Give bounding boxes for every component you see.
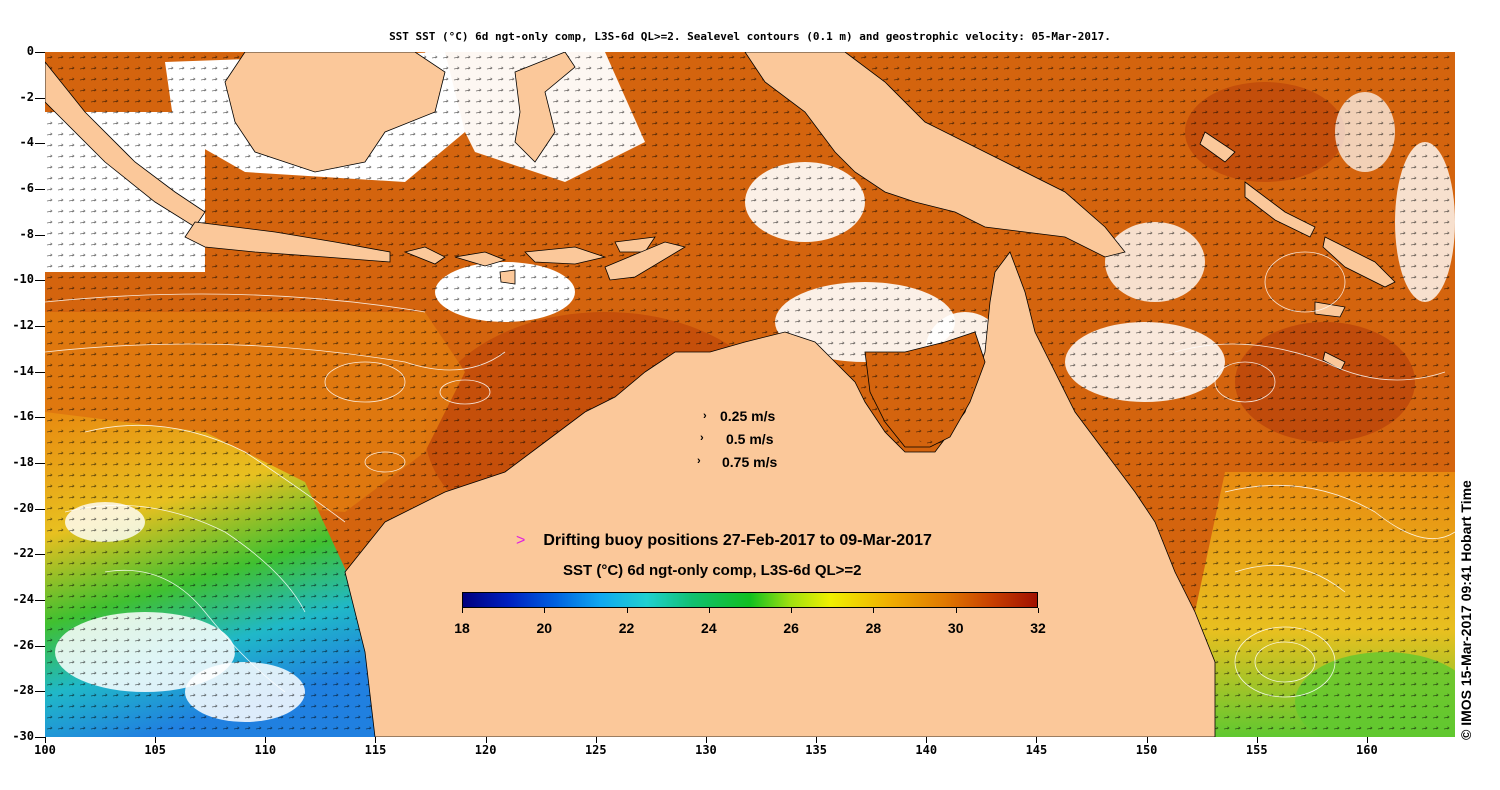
lat-tick bbox=[35, 371, 45, 373]
lat-tick bbox=[35, 417, 45, 419]
lat-tick-label: -12 bbox=[12, 318, 34, 332]
lat-tick bbox=[35, 691, 45, 693]
lat-tick bbox=[35, 234, 45, 236]
lat-tick bbox=[35, 508, 45, 510]
borneo bbox=[224, 52, 446, 173]
lat-tick bbox=[35, 189, 45, 190]
velocity-label-1: 0.25 m/s bbox=[720, 408, 776, 424]
lat-tick-label: -16 bbox=[12, 409, 34, 424]
lon-tick bbox=[485, 737, 487, 743]
lon-tick bbox=[595, 737, 597, 743]
lon-tick bbox=[1036, 737, 1038, 743]
lat-tick-label: -14 bbox=[12, 363, 34, 378]
lon-tick-label: 125 bbox=[584, 743, 607, 757]
buoy-arrow-icon: > bbox=[516, 532, 526, 549]
lon-tick bbox=[375, 737, 377, 743]
sst-map bbox=[45, 52, 1455, 737]
imos-stamp: © IMOS 15-Mar-2017 09:41 Hobart Time bbox=[1458, 480, 1474, 740]
colorbar-tick-label: 32 bbox=[1030, 620, 1046, 636]
lon-tick bbox=[265, 737, 267, 743]
australia bbox=[344, 251, 1216, 737]
lat-tick bbox=[35, 97, 45, 99]
lon-tick-label: 160 bbox=[1356, 743, 1378, 757]
map-title: SST SST (°C) 6d ngt-only comp, L3S-6d QL… bbox=[389, 30, 1111, 43]
colorbar-tick bbox=[955, 608, 957, 613]
lat-tick-label: -10 bbox=[12, 272, 34, 287]
lat-tick-label: -28 bbox=[12, 683, 34, 698]
lon-tick bbox=[155, 737, 157, 743]
lat-tick-label: -20 bbox=[12, 500, 34, 515]
lat-tick bbox=[35, 737, 45, 738]
lon-tick bbox=[816, 737, 818, 743]
lon-tick-label: 145 bbox=[1025, 743, 1048, 757]
lat-tick-label: -6 bbox=[19, 181, 34, 195]
lon-tick bbox=[45, 737, 46, 743]
sealevel-contours bbox=[45, 251, 1455, 698]
sulawesi bbox=[514, 52, 576, 163]
lat-tick-label: -30 bbox=[12, 729, 34, 743]
buoy-legend-text: Drifting buoy positions 27-Feb-2017 to 0… bbox=[543, 532, 932, 549]
lat-tick bbox=[35, 52, 45, 53]
lat-tick-label: -2 bbox=[19, 89, 34, 104]
buoy-legend: > Drifting buoy positions 27-Feb-2017 to … bbox=[516, 532, 932, 550]
lat-tick-label: -4 bbox=[19, 135, 34, 150]
colorbar-tick-label: 22 bbox=[618, 620, 635, 636]
lat-tick bbox=[35, 326, 45, 327]
lat-tick-label: 0 bbox=[26, 44, 34, 58]
colorbar-tick-label: 18 bbox=[454, 620, 470, 636]
colorbar-tick-label: 24 bbox=[701, 620, 717, 636]
velocity-label-2: 0.5 m/s bbox=[726, 431, 774, 447]
lat-tick-label: -22 bbox=[12, 546, 34, 561]
lat-tick-label: -8 bbox=[19, 226, 34, 241]
lon-tick bbox=[1366, 737, 1368, 743]
velocity-arrow-medium-icon: › bbox=[700, 432, 704, 444]
colorbar-tick bbox=[708, 608, 710, 613]
land bbox=[45, 52, 1396, 737]
lat-tick bbox=[35, 645, 45, 647]
colorbar-tick-label: 28 bbox=[865, 620, 882, 636]
lon-tick-label: 155 bbox=[1245, 743, 1268, 757]
colorbar-tick bbox=[791, 608, 793, 613]
lat-tick-label: -26 bbox=[12, 637, 34, 652]
lat-tick-label: -18 bbox=[12, 455, 34, 469]
java bbox=[184, 221, 391, 263]
lon-tick-label: 150 bbox=[1135, 743, 1158, 757]
lon-tick-label: 110 bbox=[254, 743, 277, 757]
colorbar bbox=[462, 592, 1038, 608]
velocity-label-3: 0.75 m/s bbox=[722, 454, 778, 470]
lon-tick bbox=[1256, 737, 1258, 743]
colorbar-tick-label: 26 bbox=[783, 620, 799, 636]
lon-tick bbox=[926, 737, 928, 743]
lat-tick bbox=[35, 463, 45, 464]
lon-tick bbox=[1146, 737, 1148, 743]
sst-map-canvas bbox=[45, 52, 1455, 737]
lat-tick bbox=[35, 554, 45, 556]
lon-tick-label: 100 bbox=[34, 743, 56, 757]
colorbar-tick bbox=[1038, 608, 1039, 613]
lon-tick-label: 130 bbox=[695, 743, 717, 757]
colorbar-tick bbox=[626, 608, 628, 613]
lat-tick bbox=[35, 280, 45, 282]
lon-tick-label: 105 bbox=[144, 743, 166, 757]
lat-tick bbox=[35, 143, 45, 145]
lat-tick-label: -24 bbox=[12, 592, 34, 606]
colorbar-tick bbox=[873, 608, 875, 613]
new-guinea bbox=[744, 52, 1126, 258]
colorbar-tick-label: 20 bbox=[536, 620, 553, 636]
colorbar-tick bbox=[544, 608, 546, 613]
lon-tick-label: 115 bbox=[364, 743, 387, 757]
velocity-arrow-large-icon: › bbox=[697, 455, 701, 467]
velocity-arrow-small-icon: › bbox=[703, 410, 707, 422]
lon-tick-label: 120 bbox=[474, 743, 497, 757]
lon-tick bbox=[705, 737, 707, 743]
colorbar-tick bbox=[462, 608, 463, 613]
colorbar-tick-label: 30 bbox=[947, 620, 964, 636]
colorbar-title: SST (°C) 6d ngt-only comp, L3S-6d QL>=2 bbox=[563, 562, 862, 579]
lon-tick-label: 140 bbox=[915, 743, 938, 757]
lat-tick bbox=[35, 600, 45, 601]
lon-tick-label: 135 bbox=[805, 743, 827, 757]
